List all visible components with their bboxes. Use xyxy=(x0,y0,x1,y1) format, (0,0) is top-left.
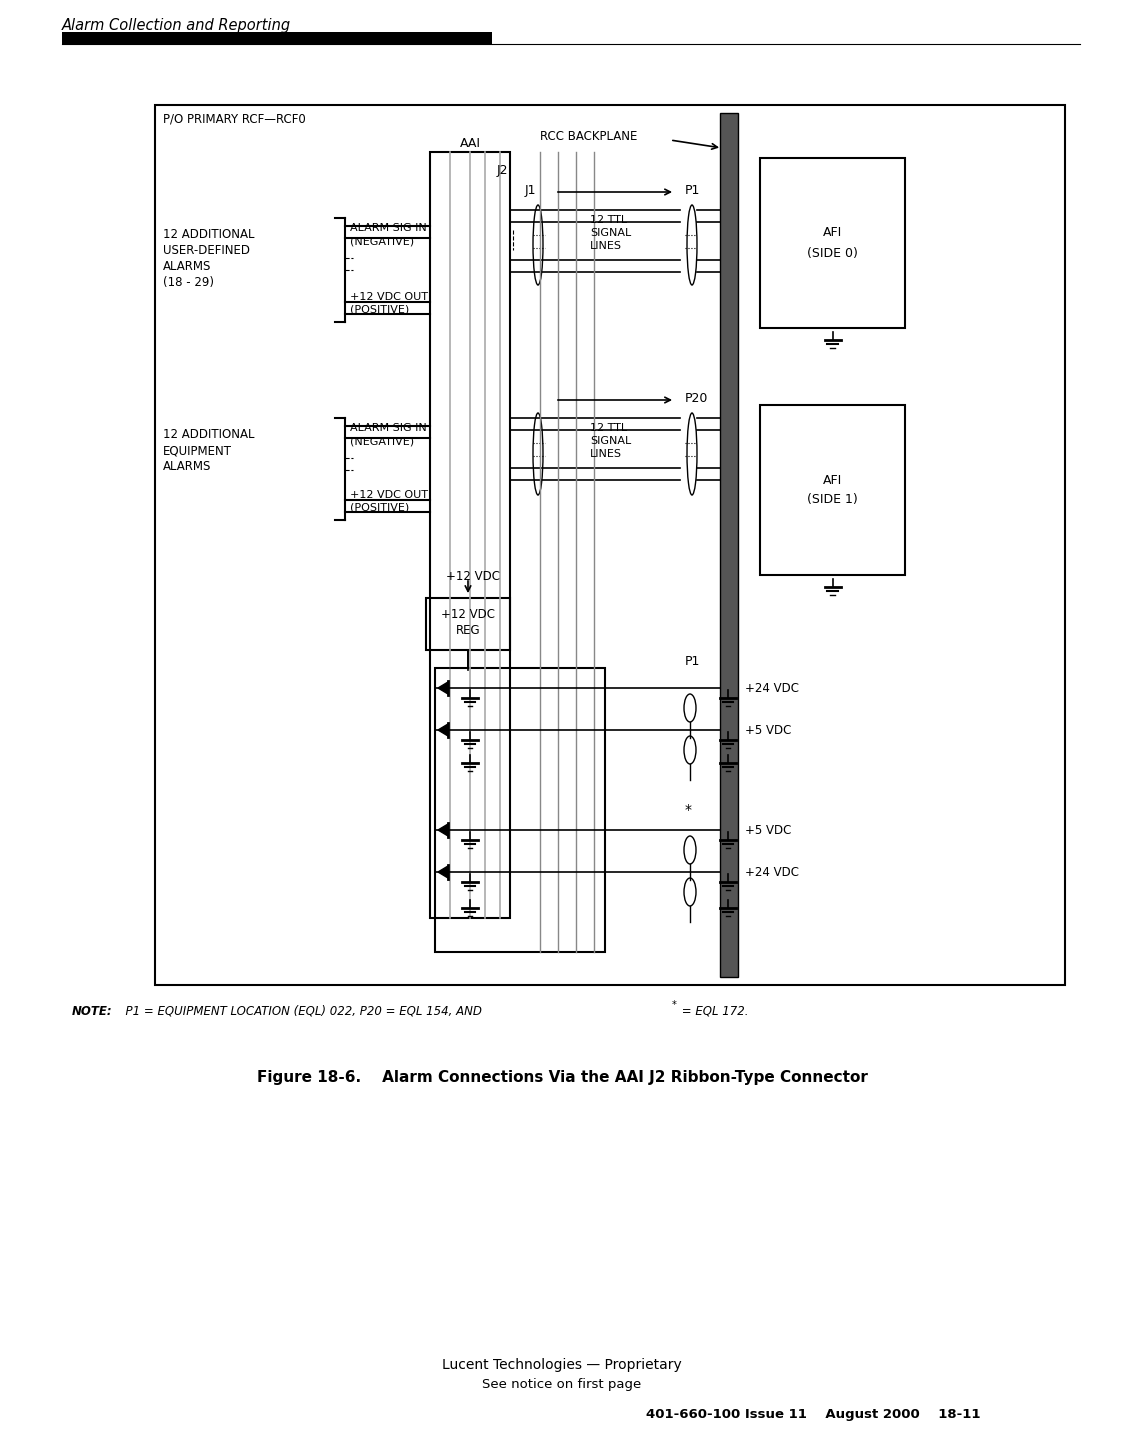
Text: +24 VDC: +24 VDC xyxy=(745,865,799,878)
Text: +5 VDC: +5 VDC xyxy=(745,724,791,736)
Text: +24 VDC: +24 VDC xyxy=(745,682,799,695)
Text: J1: J1 xyxy=(525,184,537,197)
Text: LINES: LINES xyxy=(590,242,622,252)
Bar xyxy=(760,157,904,327)
Text: P1 = EQUIPMENT LOCATION (EQL) 022, P20 = EQL 154, AND: P1 = EQUIPMENT LOCATION (EQL) 022, P20 =… xyxy=(118,1005,486,1018)
Text: +12 VDC: +12 VDC xyxy=(446,571,500,583)
Polygon shape xyxy=(438,724,448,736)
Text: LINES: LINES xyxy=(590,449,622,459)
Text: NOTE:: NOTE: xyxy=(72,1005,112,1018)
Text: Lucent Technologies — Proprietary: Lucent Technologies — Proprietary xyxy=(442,1358,682,1371)
Text: USER-DEFINED: USER-DEFINED xyxy=(163,245,250,257)
Text: (POSITIVE): (POSITIVE) xyxy=(350,503,410,513)
Text: +12 VDC OUT: +12 VDC OUT xyxy=(350,490,428,500)
Text: 12 TTL: 12 TTL xyxy=(590,423,627,433)
Text: 12 TTL: 12 TTL xyxy=(590,214,627,225)
Ellipse shape xyxy=(684,837,696,864)
Text: ALARM SIG IN: ALARM SIG IN xyxy=(350,423,426,433)
Text: = EQL 172.: = EQL 172. xyxy=(678,1005,748,1018)
Text: Figure 18-6.    Alarm Connections Via the AAI J2 Ribbon-Type Connector: Figure 18-6. Alarm Connections Via the A… xyxy=(256,1070,867,1085)
Text: EQUIPMENT: EQUIPMENT xyxy=(163,443,232,458)
Ellipse shape xyxy=(684,878,696,907)
Ellipse shape xyxy=(684,736,696,764)
Text: (POSITIVE): (POSITIVE) xyxy=(350,305,410,315)
Text: (SIDE 1): (SIDE 1) xyxy=(807,493,858,506)
Text: *: * xyxy=(684,804,692,817)
Ellipse shape xyxy=(684,694,696,722)
Text: Alarm Collection and Reporting: Alarm Collection and Reporting xyxy=(62,19,291,33)
Text: SIGNAL: SIGNAL xyxy=(590,436,631,446)
Text: ALARM SIG IN: ALARM SIG IN xyxy=(350,223,426,233)
Text: (18 - 29): (18 - 29) xyxy=(163,276,214,289)
Text: ALARMS: ALARMS xyxy=(163,260,212,273)
Text: P/O PRIMARY RCF—RCF0: P/O PRIMARY RCF—RCF0 xyxy=(163,113,306,126)
Text: AFI: AFI xyxy=(822,473,843,486)
Bar xyxy=(720,113,738,977)
Text: +12 VDC OUT: +12 VDC OUT xyxy=(350,292,428,302)
Text: See notice on first page: See notice on first page xyxy=(483,1379,641,1391)
Text: (SIDE 0): (SIDE 0) xyxy=(807,246,858,259)
Ellipse shape xyxy=(687,413,698,495)
Text: (NEGATIVE): (NEGATIVE) xyxy=(350,236,414,246)
Text: 12 ADDITIONAL: 12 ADDITIONAL xyxy=(163,227,254,242)
Ellipse shape xyxy=(533,204,543,285)
Text: SIGNAL: SIGNAL xyxy=(590,227,631,237)
Bar xyxy=(760,405,904,575)
Ellipse shape xyxy=(533,413,543,495)
Text: *: * xyxy=(672,1000,677,1010)
Text: P20: P20 xyxy=(685,392,709,405)
Text: P1: P1 xyxy=(685,655,701,668)
Text: RCC BACKPLANE: RCC BACKPLANE xyxy=(540,130,638,143)
Text: AAI: AAI xyxy=(459,137,480,150)
Text: REG: REG xyxy=(456,623,480,636)
Text: +12 VDC: +12 VDC xyxy=(441,608,495,621)
Polygon shape xyxy=(438,824,448,837)
Bar xyxy=(426,598,510,651)
Polygon shape xyxy=(438,867,448,878)
Bar xyxy=(435,668,605,952)
Text: (NEGATIVE): (NEGATIVE) xyxy=(350,436,414,446)
Text: P1: P1 xyxy=(685,184,701,197)
Text: 401-660-100 Issue 11    August 2000    18-11: 401-660-100 Issue 11 August 2000 18-11 xyxy=(646,1409,980,1421)
Text: +5 VDC: +5 VDC xyxy=(745,824,791,837)
Text: J2: J2 xyxy=(496,164,508,177)
Text: 12 ADDITIONAL: 12 ADDITIONAL xyxy=(163,428,254,440)
Bar xyxy=(430,152,510,918)
Text: ALARMS: ALARMS xyxy=(163,460,212,473)
Bar xyxy=(155,104,1065,985)
Ellipse shape xyxy=(687,204,698,285)
Bar xyxy=(62,31,492,44)
Text: AFI: AFI xyxy=(822,226,843,239)
Polygon shape xyxy=(438,682,448,694)
